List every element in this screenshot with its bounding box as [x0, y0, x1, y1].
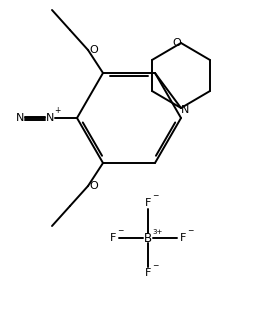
Text: +: + — [54, 106, 60, 115]
Text: −: − — [152, 261, 158, 270]
Text: −: − — [187, 226, 193, 235]
Text: F: F — [180, 233, 186, 243]
Text: O: O — [173, 38, 181, 48]
Text: F: F — [110, 233, 116, 243]
Text: −: − — [117, 226, 123, 235]
Text: N: N — [181, 105, 189, 115]
Text: N: N — [16, 113, 24, 123]
Text: N: N — [46, 113, 54, 123]
Text: −: − — [152, 191, 158, 200]
Text: O: O — [90, 45, 98, 55]
Text: O: O — [90, 181, 98, 191]
Text: F: F — [145, 268, 151, 278]
Text: B: B — [144, 232, 152, 244]
Text: 3+: 3+ — [152, 229, 162, 235]
Text: F: F — [145, 198, 151, 208]
